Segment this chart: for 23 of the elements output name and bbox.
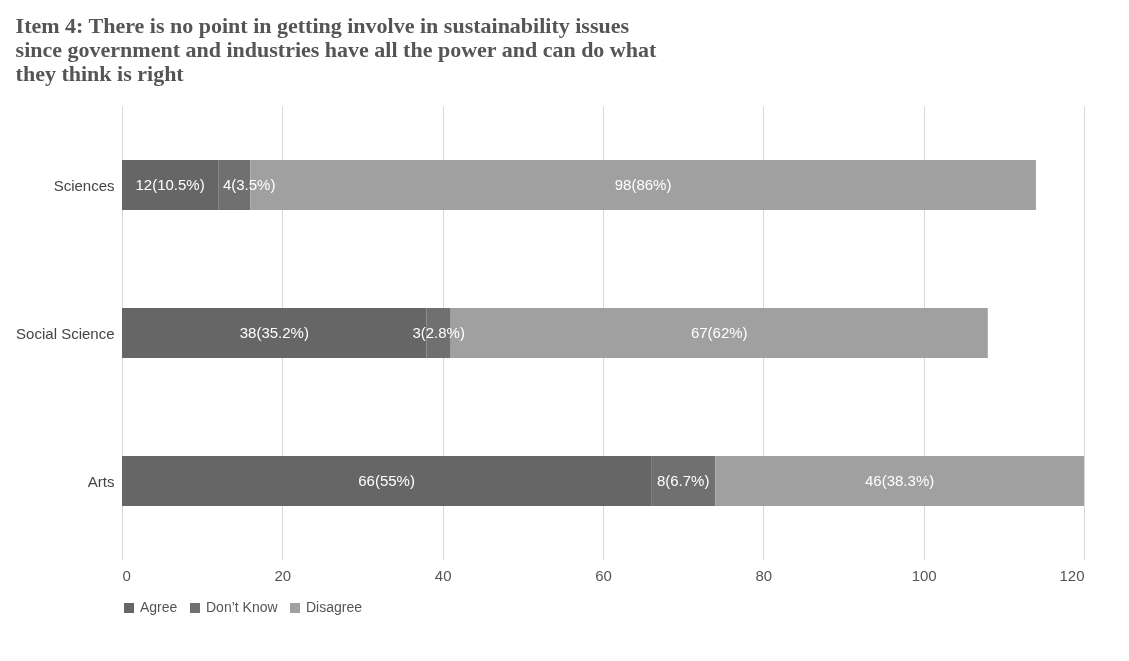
y-tick-label: Arts (87, 472, 115, 490)
data-label: 3(2.8%) (412, 324, 465, 341)
x-tick-label: 40 (434, 566, 452, 584)
x-tick-label: 60 (595, 566, 612, 584)
data-label: 12(10.5%) (135, 176, 205, 193)
x-tick-label: 120 (1059, 566, 1085, 584)
x-tick-label: 20 (274, 566, 292, 584)
y-tick-label: Sciences (53, 176, 115, 194)
data-label: 67(62%) (690, 324, 748, 341)
x-tick-label: 0 (122, 566, 131, 584)
data-label: 4(3.5%) (222, 176, 276, 193)
legend-label: Agree (140, 599, 178, 615)
data-label: 8(6.7%) (656, 472, 710, 489)
data-label: 98(86%) (614, 176, 672, 193)
chart-title: Item 4: There is no point in getting involve in sustainability issues since government and industries have all the power and can do what they think is right (15, 13, 657, 86)
data-label: 38(35.2%) (239, 324, 309, 341)
legend-label: Don’t Know (206, 599, 279, 615)
data-label: 66(55%) (358, 472, 415, 489)
y-tick-label: Social Science (16, 324, 115, 342)
x-tick-label: 80 (755, 566, 773, 584)
legend-label: Disagree (306, 599, 363, 615)
x-tick-label: 100 (911, 566, 937, 584)
data-label: 46(38.3%) (865, 472, 935, 489)
